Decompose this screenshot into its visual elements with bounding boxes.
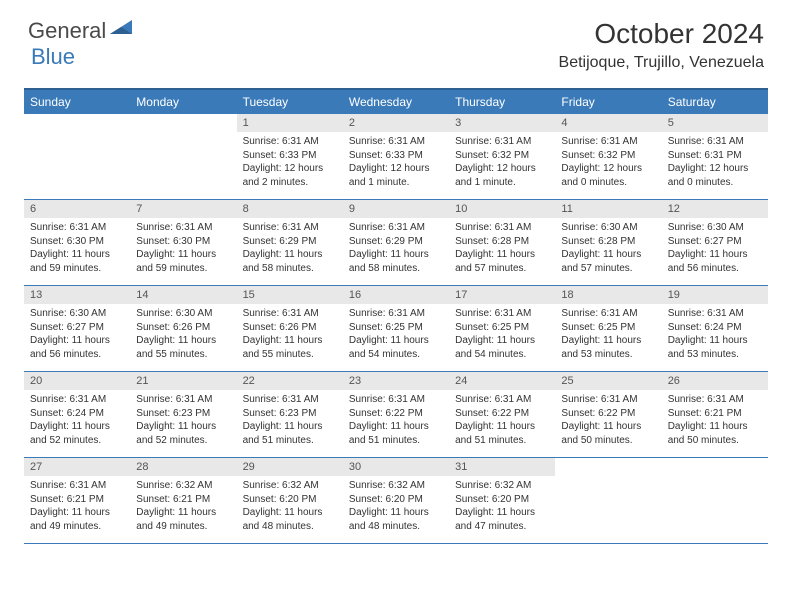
day-number-cell: 25 (555, 372, 661, 391)
day-number-row: 12345 (24, 114, 768, 132)
weekday-header: Thursday (449, 89, 555, 114)
day-number-cell (24, 114, 130, 132)
day-number-cell: 30 (343, 458, 449, 477)
day-number-cell: 20 (24, 372, 130, 391)
day-detail-cell: Sunrise: 6:32 AMSunset: 6:20 PMDaylight:… (343, 476, 449, 544)
day-detail-cell: Sunrise: 6:30 AMSunset: 6:28 PMDaylight:… (555, 218, 661, 286)
day-detail-cell: Sunrise: 6:30 AMSunset: 6:27 PMDaylight:… (24, 304, 130, 372)
day-detail-row: Sunrise: 6:31 AMSunset: 6:33 PMDaylight:… (24, 132, 768, 200)
day-detail-cell: Sunrise: 6:31 AMSunset: 6:33 PMDaylight:… (343, 132, 449, 200)
day-number-row: 6789101112 (24, 200, 768, 219)
day-number-cell: 7 (130, 200, 236, 219)
calendar-table: SundayMondayTuesdayWednesdayThursdayFrid… (24, 88, 768, 544)
day-detail-cell: Sunrise: 6:32 AMSunset: 6:21 PMDaylight:… (130, 476, 236, 544)
location: Betijoque, Trujillo, Venezuela (559, 54, 764, 72)
day-detail-cell: Sunrise: 6:31 AMSunset: 6:22 PMDaylight:… (343, 390, 449, 458)
day-number-cell: 26 (662, 372, 768, 391)
weekday-header: Monday (130, 89, 236, 114)
day-detail-cell: Sunrise: 6:31 AMSunset: 6:26 PMDaylight:… (237, 304, 343, 372)
day-detail-cell: Sunrise: 6:31 AMSunset: 6:33 PMDaylight:… (237, 132, 343, 200)
day-detail-cell: Sunrise: 6:31 AMSunset: 6:24 PMDaylight:… (662, 304, 768, 372)
day-detail-cell: Sunrise: 6:31 AMSunset: 6:25 PMDaylight:… (449, 304, 555, 372)
day-detail-cell: Sunrise: 6:31 AMSunset: 6:28 PMDaylight:… (449, 218, 555, 286)
title-block: October 2024 Betijoque, Trujillo, Venezu… (559, 18, 764, 72)
day-detail-cell: Sunrise: 6:31 AMSunset: 6:21 PMDaylight:… (662, 390, 768, 458)
day-number-cell: 24 (449, 372, 555, 391)
day-detail-cell: Sunrise: 6:31 AMSunset: 6:23 PMDaylight:… (130, 390, 236, 458)
day-detail-cell (24, 132, 130, 200)
day-detail-cell: Sunrise: 6:31 AMSunset: 6:21 PMDaylight:… (24, 476, 130, 544)
day-number-row: 20212223242526 (24, 372, 768, 391)
weekday-header: Tuesday (237, 89, 343, 114)
day-number-cell: 14 (130, 286, 236, 305)
day-number-row: 2728293031 (24, 458, 768, 477)
day-number-cell: 23 (343, 372, 449, 391)
day-detail-cell: Sunrise: 6:31 AMSunset: 6:25 PMDaylight:… (343, 304, 449, 372)
day-detail-cell: Sunrise: 6:31 AMSunset: 6:23 PMDaylight:… (237, 390, 343, 458)
day-number-cell: 1 (237, 114, 343, 132)
day-detail-cell: Sunrise: 6:31 AMSunset: 6:22 PMDaylight:… (555, 390, 661, 458)
day-number-cell: 27 (24, 458, 130, 477)
weekday-header-row: SundayMondayTuesdayWednesdayThursdayFrid… (24, 89, 768, 114)
logo: General (28, 18, 138, 44)
day-detail-cell: Sunrise: 6:31 AMSunset: 6:31 PMDaylight:… (662, 132, 768, 200)
day-detail-cell: Sunrise: 6:30 AMSunset: 6:26 PMDaylight:… (130, 304, 236, 372)
day-number-cell: 16 (343, 286, 449, 305)
day-detail-cell: Sunrise: 6:31 AMSunset: 6:24 PMDaylight:… (24, 390, 130, 458)
day-number-cell: 5 (662, 114, 768, 132)
logo-text-blue: Blue (31, 44, 75, 69)
day-number-cell (555, 458, 661, 477)
day-number-cell: 19 (662, 286, 768, 305)
day-number-cell: 21 (130, 372, 236, 391)
day-detail-row: Sunrise: 6:31 AMSunset: 6:30 PMDaylight:… (24, 218, 768, 286)
header: General October 2024 Betijoque, Trujillo… (0, 0, 792, 80)
logo-triangle-icon (110, 20, 136, 43)
day-detail-row: Sunrise: 6:31 AMSunset: 6:21 PMDaylight:… (24, 476, 768, 544)
day-detail-row: Sunrise: 6:30 AMSunset: 6:27 PMDaylight:… (24, 304, 768, 372)
day-number-cell: 18 (555, 286, 661, 305)
weekday-header: Friday (555, 89, 661, 114)
day-number-cell: 17 (449, 286, 555, 305)
logo-text-general: General (28, 18, 106, 44)
day-number-cell: 22 (237, 372, 343, 391)
logo-blue-wrap: Blue (31, 44, 75, 70)
day-detail-cell (555, 476, 661, 544)
day-detail-cell: Sunrise: 6:32 AMSunset: 6:20 PMDaylight:… (237, 476, 343, 544)
day-number-cell: 11 (555, 200, 661, 219)
day-number-cell: 10 (449, 200, 555, 219)
day-number-cell: 3 (449, 114, 555, 132)
day-detail-cell: Sunrise: 6:31 AMSunset: 6:22 PMDaylight:… (449, 390, 555, 458)
day-number-cell: 6 (24, 200, 130, 219)
day-number-cell: 9 (343, 200, 449, 219)
day-number-cell: 13 (24, 286, 130, 305)
day-number-cell: 29 (237, 458, 343, 477)
day-detail-cell: Sunrise: 6:30 AMSunset: 6:27 PMDaylight:… (662, 218, 768, 286)
day-number-cell (662, 458, 768, 477)
day-detail-cell: Sunrise: 6:31 AMSunset: 6:25 PMDaylight:… (555, 304, 661, 372)
day-detail-row: Sunrise: 6:31 AMSunset: 6:24 PMDaylight:… (24, 390, 768, 458)
day-detail-cell: Sunrise: 6:31 AMSunset: 6:29 PMDaylight:… (343, 218, 449, 286)
day-detail-cell: Sunrise: 6:31 AMSunset: 6:30 PMDaylight:… (130, 218, 236, 286)
day-number-cell: 2 (343, 114, 449, 132)
weekday-header: Sunday (24, 89, 130, 114)
day-number-cell: 15 (237, 286, 343, 305)
day-number-row: 13141516171819 (24, 286, 768, 305)
day-detail-cell: Sunrise: 6:31 AMSunset: 6:29 PMDaylight:… (237, 218, 343, 286)
day-number-cell: 4 (555, 114, 661, 132)
day-number-cell (130, 114, 236, 132)
day-detail-cell (130, 132, 236, 200)
day-detail-cell: Sunrise: 6:31 AMSunset: 6:30 PMDaylight:… (24, 218, 130, 286)
day-detail-cell: Sunrise: 6:31 AMSunset: 6:32 PMDaylight:… (555, 132, 661, 200)
weekday-header: Wednesday (343, 89, 449, 114)
day-number-cell: 28 (130, 458, 236, 477)
day-number-cell: 31 (449, 458, 555, 477)
month-title: October 2024 (559, 18, 764, 50)
weekday-header: Saturday (662, 89, 768, 114)
day-number-cell: 12 (662, 200, 768, 219)
day-number-cell: 8 (237, 200, 343, 219)
day-detail-cell: Sunrise: 6:32 AMSunset: 6:20 PMDaylight:… (449, 476, 555, 544)
day-detail-cell: Sunrise: 6:31 AMSunset: 6:32 PMDaylight:… (449, 132, 555, 200)
day-detail-cell (662, 476, 768, 544)
